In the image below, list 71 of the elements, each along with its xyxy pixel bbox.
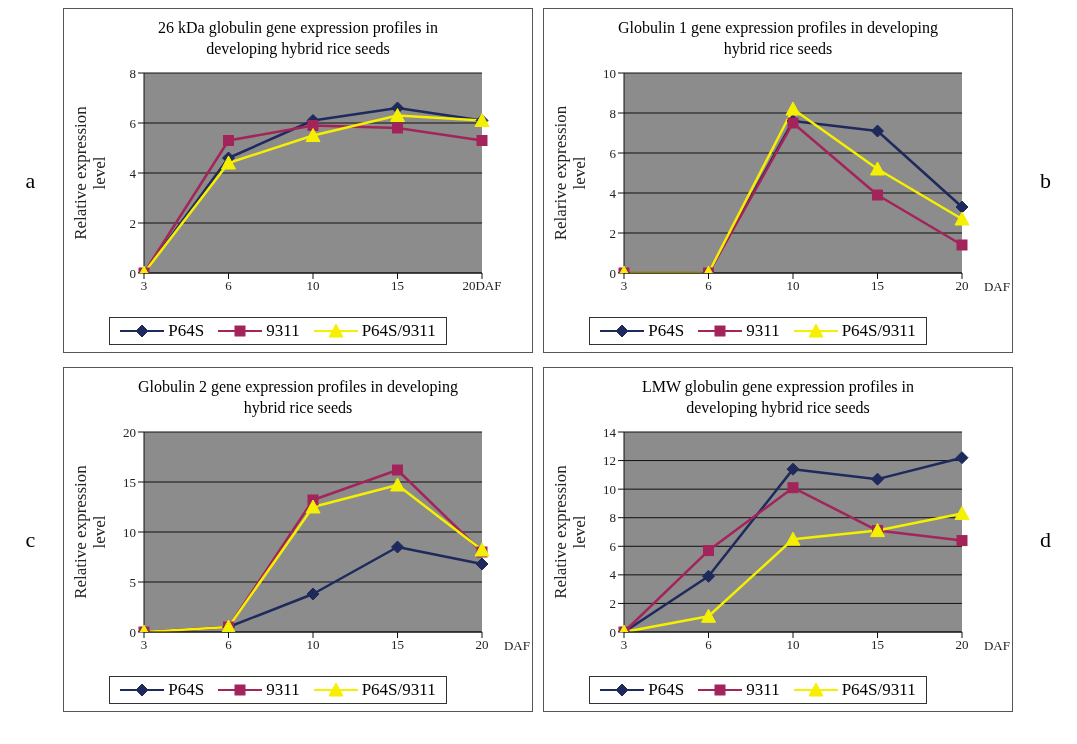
y-tick-label: 2 xyxy=(609,596,616,612)
x-tick-label: 20 xyxy=(955,637,969,653)
legend-label: 9311 xyxy=(745,321,780,341)
y-tick-label: 0 xyxy=(609,624,616,640)
y-axis-title: Relative expression level xyxy=(551,464,589,599)
y-tick-label: 0 xyxy=(129,265,136,281)
text: b xyxy=(1039,166,1052,195)
x-axis-title: DAF xyxy=(503,638,530,653)
legend-label: P64S/9311 xyxy=(840,680,916,700)
y-tick-label: 6 xyxy=(129,115,137,131)
x-tick-label: 15 xyxy=(871,637,884,653)
x-tick-label: 3 xyxy=(140,278,148,294)
text: a xyxy=(24,166,37,195)
legend-label: 9311 xyxy=(265,321,300,341)
x-tick-label: 3 xyxy=(620,637,628,653)
y-tick-label: 4 xyxy=(129,165,137,181)
legend-label: 9311 xyxy=(265,680,300,700)
chart-title: Globulin 2 gene expression profiles in developing hybrid rice seeds xyxy=(137,377,459,419)
x-tick-label: 3 xyxy=(140,637,148,653)
x-tick-label: 10 xyxy=(786,278,800,294)
x-tick-label: 6 xyxy=(705,637,713,653)
legend-label: P64S xyxy=(647,680,685,700)
y-tick-label: 10 xyxy=(603,481,616,497)
x-tick-label: 3 xyxy=(620,278,628,294)
x-tick-label: 20 xyxy=(955,278,969,294)
x-tick-label: 10 xyxy=(306,278,320,294)
y-tick-label: 10 xyxy=(603,65,616,81)
text: d xyxy=(1039,525,1052,554)
x-tick-label: 20DAF xyxy=(462,278,502,294)
x-axis-title: DAF xyxy=(983,279,1010,294)
y-tick-label: 12 xyxy=(603,453,616,469)
y-tick-label: 15 xyxy=(123,474,136,490)
y-axis-title: Relative expression level xyxy=(71,105,109,240)
x-tick-label: 6 xyxy=(225,637,233,653)
legend-label: P64S xyxy=(647,321,685,341)
chart-title: LMW globulin gene expression profiles in developing hybrid rice seeds xyxy=(640,377,916,419)
x-tick-label: 6 xyxy=(705,278,713,294)
x-tick-label: 10 xyxy=(786,637,800,653)
y-tick-label: 0 xyxy=(129,624,136,640)
x-tick-label: 15 xyxy=(871,278,884,294)
text: c xyxy=(24,525,37,554)
x-axis-title: DAF xyxy=(983,638,1010,653)
legend-label: P64S xyxy=(167,321,205,341)
legend-label: P64S/9311 xyxy=(360,680,436,700)
y-tick-label: 14 xyxy=(603,424,617,440)
y-tick-label: 6 xyxy=(609,145,617,161)
y-tick-label: 8 xyxy=(609,105,616,121)
x-tick-label: 15 xyxy=(391,278,404,294)
legend-label: P64S/9311 xyxy=(360,321,436,341)
y-axis-title: Relative expression level xyxy=(71,464,109,599)
y-tick-label: 10 xyxy=(123,524,136,540)
x-tick-label: 20 xyxy=(475,637,489,653)
y-tick-label: 4 xyxy=(609,185,617,201)
chart-title: 26 kDa globulin gene expression profiles in developing hybrid rice seeds xyxy=(157,18,439,60)
x-tick-label: 15 xyxy=(391,637,404,653)
y-tick-label: 4 xyxy=(609,567,617,583)
y-tick-label: 8 xyxy=(609,510,616,526)
chart-title: Globulin 1 gene expression profiles in developing hybrid rice seeds xyxy=(617,18,939,60)
y-axis-title: Relarive expression level xyxy=(551,105,589,241)
x-tick-label: 6 xyxy=(225,278,233,294)
y-tick-label: 20 xyxy=(123,424,136,440)
y-tick-label: 5 xyxy=(129,574,136,590)
y-tick-label: 2 xyxy=(129,215,136,231)
y-tick-label: 0 xyxy=(609,265,616,281)
x-tick-label: 10 xyxy=(306,637,320,653)
y-tick-label: 6 xyxy=(609,538,617,554)
legend-label: P64S/9311 xyxy=(840,321,916,341)
legend-label: P64S xyxy=(167,680,205,700)
y-tick-label: 2 xyxy=(609,225,616,241)
legend-label: 9311 xyxy=(745,680,780,700)
y-tick-label: 8 xyxy=(129,65,136,81)
